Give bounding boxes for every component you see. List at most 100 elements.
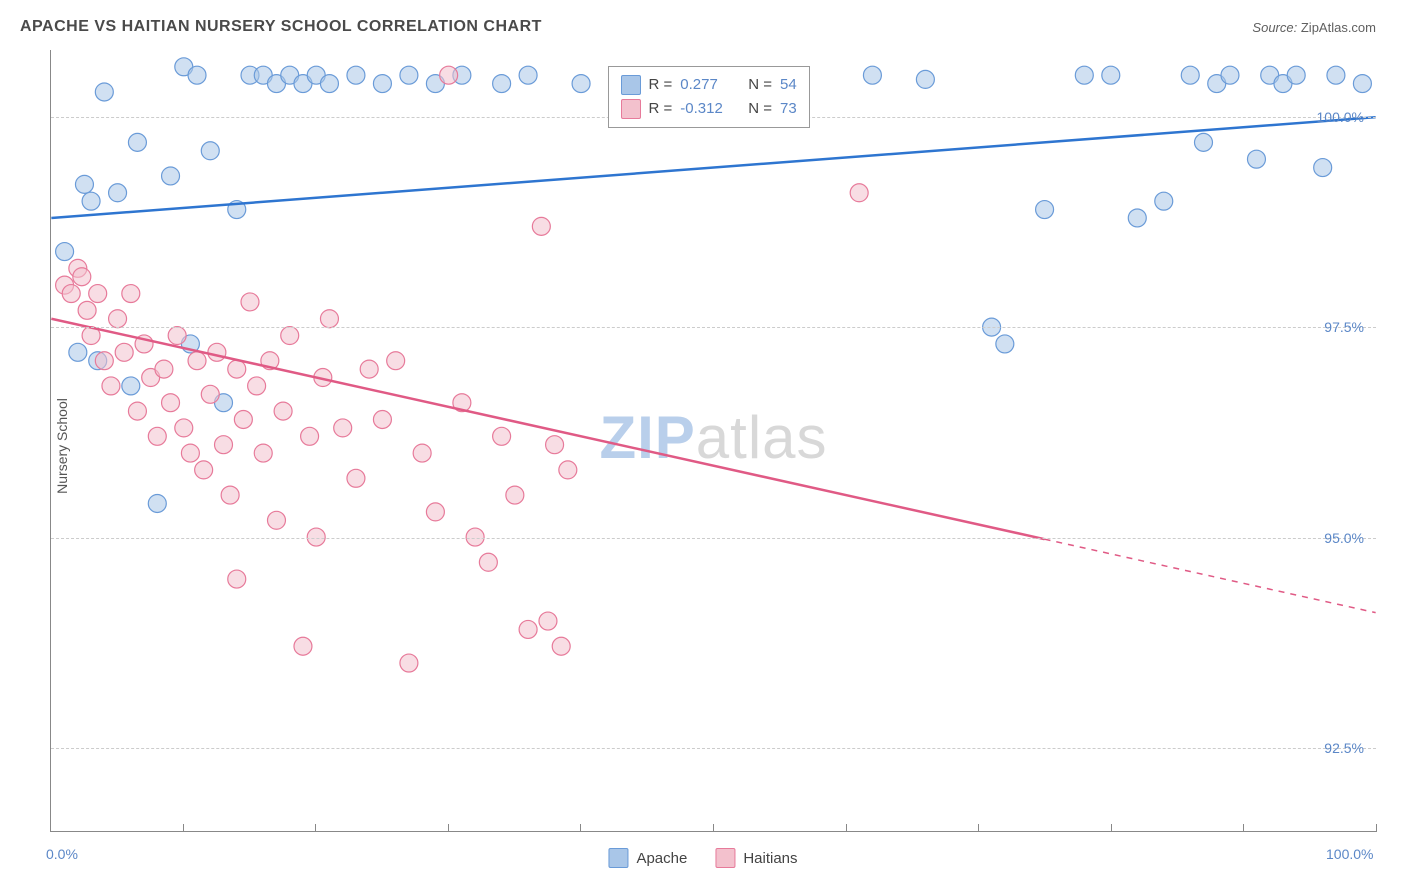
scatter-point [122,377,140,395]
scatter-point [95,83,113,101]
scatter-point [115,343,133,361]
scatter-point [493,75,511,93]
scatter-point [241,293,259,311]
scatter-point [440,66,458,84]
scatter-point [294,637,312,655]
scatter-point [281,327,299,345]
bottom-legend: Apache Haitians [608,848,797,868]
scatter-point [1314,159,1332,177]
scatter-point [1075,66,1093,84]
scatter-point [208,343,226,361]
scatter-point [320,75,338,93]
scatter-point [1102,66,1120,84]
r-value: -0.312 [680,97,740,121]
n-value: 73 [780,97,797,121]
x-tick [315,824,316,832]
scatter-point [248,377,266,395]
x-tick [183,824,184,832]
scatter-point [1128,209,1146,227]
scatter-point [400,66,418,84]
trend-line [51,117,1375,218]
legend-swatch [608,848,628,868]
legend-swatch [715,848,735,868]
scatter-point [274,402,292,420]
x-tick [50,824,51,832]
x-tick [580,824,581,832]
scatter-point [559,461,577,479]
legend-label: Haitians [743,850,797,867]
gridline [51,748,1376,749]
legend-item: Haitians [715,848,797,868]
scatter-point [62,285,80,303]
chart-container: APACHE VS HAITIAN NURSERY SCHOOL CORRELA… [0,0,1406,892]
legend-swatch [621,99,641,119]
scatter-point [387,352,405,370]
scatter-point [109,310,127,328]
stats-legend: R =0.277N =54R =-0.312N =73 [608,66,810,128]
x-tick [846,824,847,832]
legend-swatch [621,75,641,95]
scatter-point [201,142,219,160]
scatter-point [301,427,319,445]
scatter-point [320,310,338,328]
scatter-point [195,461,213,479]
scatter-point [95,352,113,370]
source-value: ZipAtlas.com [1301,20,1376,35]
source-attribution: Source: ZipAtlas.com [1252,20,1376,35]
scatter-point [162,394,180,412]
scatter-point [228,570,246,588]
scatter-point [426,503,444,521]
scatter-point [102,377,120,395]
x-tick [1376,824,1377,832]
scatter-point [1221,66,1239,84]
scatter-point [188,66,206,84]
scatter-point [400,654,418,672]
scatter-point [75,175,93,193]
n-value: 54 [780,73,797,97]
scatter-point [360,360,378,378]
x-tick [1111,824,1112,832]
scatter-point [73,268,91,286]
scatter-point [82,192,100,210]
legend-item: Apache [608,848,687,868]
scatter-point [128,402,146,420]
y-tick-label: 95.0% [1324,530,1364,546]
gridline [51,327,1376,328]
scatter-point [347,469,365,487]
r-label: R = [649,73,673,97]
scatter-point [89,285,107,303]
scatter-point [1195,133,1213,151]
scatter-point [162,167,180,185]
scatter-point [1155,192,1173,210]
scatter-point [1181,66,1199,84]
scatter-point [347,66,365,84]
scatter-point [1036,201,1054,219]
scatter-point [373,411,391,429]
scatter-point [850,184,868,202]
scatter-point [122,285,140,303]
scatter-point [532,217,550,235]
scatter-point [493,427,511,445]
scatter-point [334,419,352,437]
y-tick-label: 97.5% [1324,319,1364,335]
x-tick-label: 0.0% [46,846,78,862]
scatter-point [188,352,206,370]
source-label: Source: [1252,20,1297,35]
x-tick-label: 100.0% [1326,846,1373,862]
scatter-point [155,360,173,378]
scatter-point [413,444,431,462]
x-tick [1243,824,1244,832]
scatter-point [254,444,272,462]
y-tick-label: 100.0% [1317,109,1364,125]
scatter-point [479,553,497,571]
scatter-point [109,184,127,202]
scatter-point [175,419,193,437]
scatter-point [78,301,96,319]
scatter-point [148,494,166,512]
stats-legend-row: R =0.277N =54 [621,73,797,97]
scatter-point [128,133,146,151]
y-tick-label: 92.5% [1324,740,1364,756]
stats-legend-row: R =-0.312N =73 [621,97,797,121]
plot-area: ZIPatlas 92.5%95.0%97.5%100.0%R =0.277N … [50,50,1376,832]
x-tick [978,824,979,832]
